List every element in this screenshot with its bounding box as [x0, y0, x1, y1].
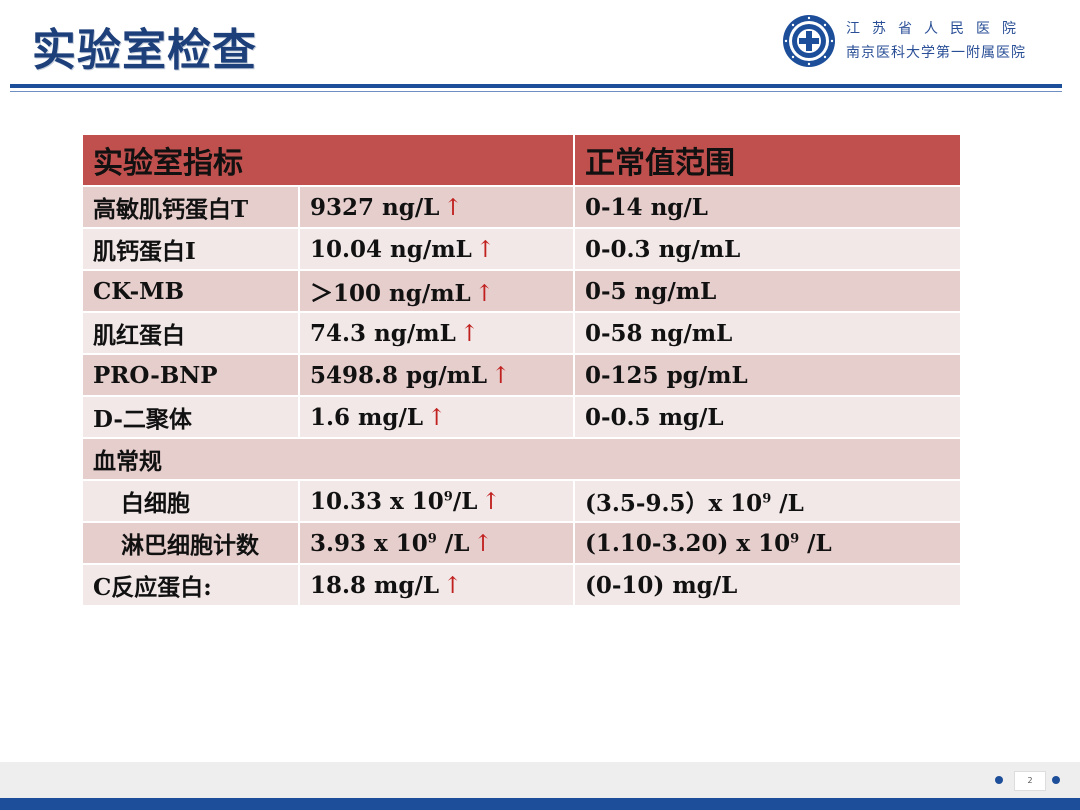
normal-range: (3.5-9.5）x 109 /L	[573, 479, 962, 523]
normal-range: 0-14 ng/L	[573, 185, 962, 229]
table-row: CK-MB ＞100 ng/mL ↑ 0-5 ng/mL	[81, 269, 962, 313]
up-arrow-icon: ↑	[427, 404, 447, 431]
section-label: 血常规	[81, 437, 962, 481]
indicator-name: 肌红蛋白	[81, 311, 300, 355]
up-arrow-icon: ↑	[443, 572, 463, 599]
indicator-value: 18.8 mg/L ↑	[298, 563, 575, 607]
up-arrow-icon: ↑	[481, 488, 501, 515]
footer-bar	[0, 798, 1080, 810]
slide-title: 实验室检查	[32, 25, 257, 76]
hospital-name: 江苏省人民医院	[846, 21, 1028, 37]
normal-range: 0-0.3 ng/mL	[573, 227, 962, 271]
indicator-value: 74.3 ng/mL ↑	[298, 311, 575, 355]
table-row: 高敏肌钙蛋白T 9327 ng/L ↑ 0-14 ng/L	[81, 185, 962, 229]
indicator-value: 10.04 ng/mL ↑	[298, 227, 575, 271]
indicator-value: 10.33 x 109/L ↑	[298, 479, 575, 523]
indicator-name: 肌钙蛋白I	[81, 227, 300, 271]
footer-band	[0, 762, 1080, 798]
hospital-subtitle: 南京医科大学第一附属医院	[846, 45, 1026, 61]
header-divider	[10, 84, 1062, 88]
up-arrow-icon: ↑	[443, 194, 463, 221]
normal-range: 0-5 ng/mL	[573, 269, 962, 313]
lab-results-table: 实验室指标 正常值范围 高敏肌钙蛋白T 9327 ng/L ↑ 0-14 ng/L…	[81, 133, 962, 607]
normal-range: 0-125 pg/mL	[573, 353, 962, 397]
footer-dot-icon	[1052, 776, 1060, 784]
table-row: 肌钙蛋白I 10.04 ng/mL ↑ 0-0.3 ng/mL	[81, 227, 962, 271]
header-indicator: 实验室指标	[81, 133, 575, 187]
header-divider-thin	[10, 91, 1062, 92]
normal-range: 0-0.5 mg/L	[573, 395, 962, 439]
table-row: C反应蛋白: 18.8 mg/L ↑ (0-10) mg/L	[81, 563, 962, 607]
table-row: PRO-BNP 5498.8 pg/mL ↑ 0-125 pg/mL	[81, 353, 962, 397]
page-number: 2	[1014, 771, 1046, 791]
indicator-value: 3.93 x 109 /L ↑	[298, 521, 575, 565]
up-arrow-icon: ↑	[474, 281, 495, 307]
table-header-row: 实验室指标 正常值范围	[81, 133, 962, 187]
up-arrow-icon: ↑	[475, 236, 496, 263]
indicator-name: D-二聚体	[81, 395, 300, 439]
indicator-name: 白细胞	[81, 479, 300, 523]
table-row: 淋巴细胞计数 3.93 x 109 /L ↑ (1.10-3.20) x 109 …	[81, 521, 962, 565]
indicator-name: 高敏肌钙蛋白T	[81, 185, 300, 229]
table-row: 肌红蛋白 74.3 ng/mL ↑ 0-58 ng/mL	[81, 311, 962, 355]
table-row: 白细胞 10.33 x 109/L ↑ (3.5-9.5）x 109 /L	[81, 479, 962, 523]
indicator-name: C反应蛋白:	[81, 563, 300, 607]
table-row: D-二聚体 1.6 mg/L ↑ 0-0.5 mg/L	[81, 395, 962, 439]
normal-range: 0-58 ng/mL	[573, 311, 962, 355]
indicator-name: PRO-BNP	[81, 353, 300, 397]
indicator-value: 1.6 mg/L ↑	[298, 395, 575, 439]
up-arrow-icon: ↑	[473, 530, 493, 557]
up-arrow-icon: ↑	[459, 320, 480, 347]
normal-range: (0-10) mg/L	[573, 563, 962, 607]
indicator-name: CK-MB	[81, 269, 300, 313]
indicator-name: 淋巴细胞计数	[81, 521, 300, 565]
table-row-section: 血常规	[81, 437, 962, 481]
indicator-value: 5498.8 pg/mL ↑	[298, 353, 575, 397]
normal-range: (1.10-3.20) x 109 /L	[573, 521, 962, 565]
hospital-emblem-icon	[783, 15, 835, 67]
indicator-value: ＞100 ng/mL ↑	[298, 269, 575, 313]
footer-dot-icon	[995, 776, 1003, 784]
up-arrow-icon: ↑	[491, 362, 511, 389]
header-normal-range: 正常值范围	[573, 133, 962, 187]
indicator-value: 9327 ng/L ↑	[298, 185, 575, 229]
